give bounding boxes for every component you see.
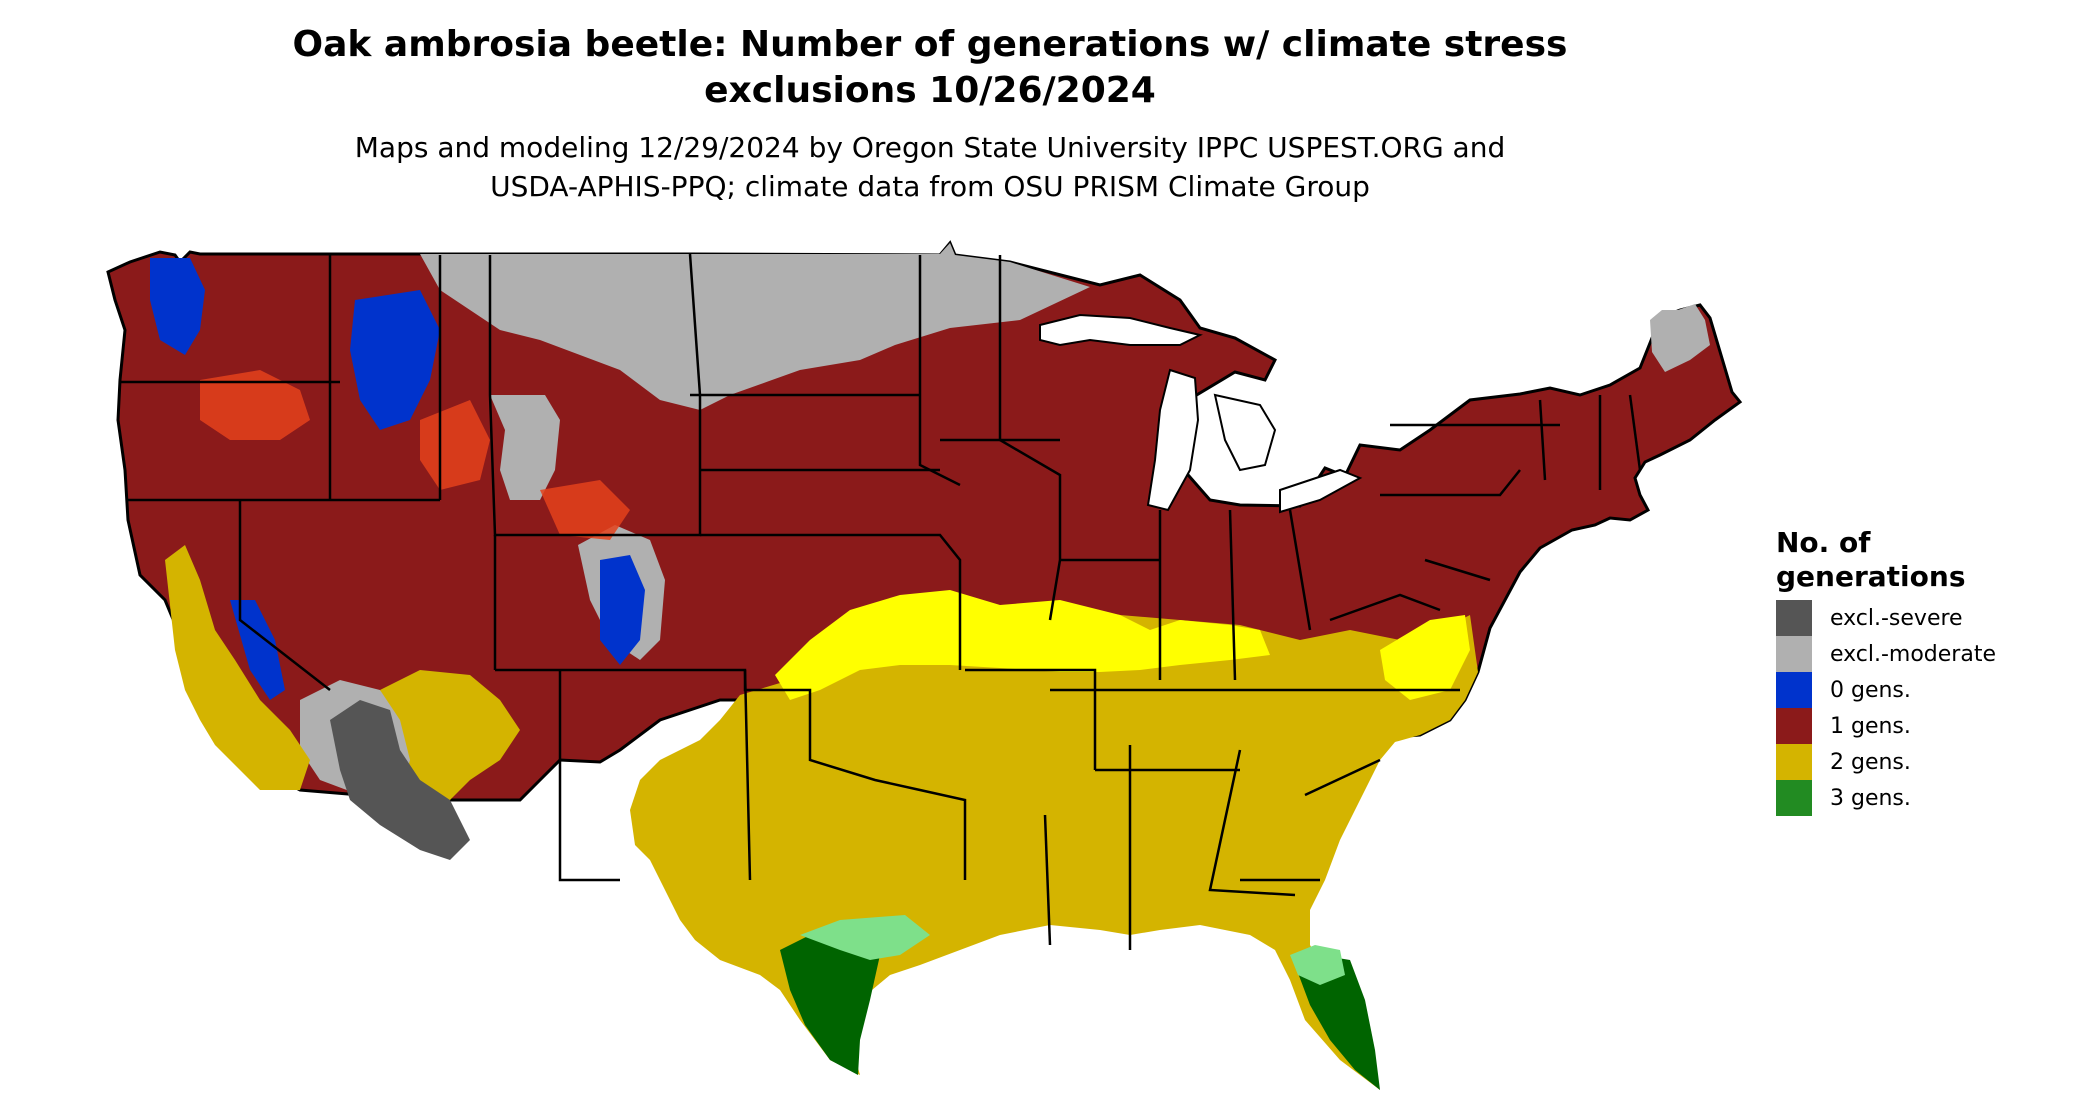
- zone-gens3-florida: [1295, 955, 1380, 1090]
- legend: No. of generations excl.-severe excl.-mo…: [1776, 526, 2076, 816]
- legend-item-excl-moderate: excl.-moderate: [1776, 636, 2076, 672]
- zone-gens0-rockies: [350, 290, 440, 430]
- zone-excl-moderate-wyoming: [490, 395, 560, 500]
- legend-title: No. of generations: [1776, 526, 2076, 594]
- legend-item-3-gens: 3 gens.: [1776, 780, 2076, 816]
- legend-item-0-gens: 0 gens.: [1776, 672, 2076, 708]
- lake-erie: [1279, 468, 1363, 514]
- lake-huron: [1213, 393, 1277, 472]
- legend-swatch: [1776, 672, 1812, 708]
- legend-label: excl.-severe: [1830, 605, 1963, 631]
- title-line-2: exclusions 10/26/2024: [704, 70, 1156, 111]
- subtitle-line-2: USDA-APHIS-PPQ; climate data from OSU PR…: [490, 170, 1370, 203]
- zone-gens2-light-east: [1380, 615, 1470, 700]
- legend-label: excl.-moderate: [1830, 641, 1996, 667]
- legend-label: 1 gens.: [1830, 713, 1911, 739]
- zone-gens1-light-wyoming: [540, 480, 630, 540]
- zone-excl-moderate-north: [420, 243, 1090, 410]
- zone-gens2-light-band: [775, 590, 1270, 700]
- legend-swatch: [1776, 708, 1812, 744]
- map-subtitle: Maps and modeling 12/29/2024 by Oregon S…: [0, 128, 1860, 206]
- zone-excl-moderate-maine: [1650, 304, 1710, 372]
- legend-label: 0 gens.: [1830, 677, 1911, 703]
- zone-gens3-light-florida: [1290, 945, 1345, 985]
- zone-gens0-colorado: [600, 555, 645, 665]
- zone-gens3-light-texas: [800, 915, 930, 960]
- map-title: Oak ambrosia beetle: Number of generatio…: [0, 22, 1860, 114]
- zone-excl-severe-sw: [330, 700, 470, 860]
- legend-swatch: [1776, 744, 1812, 780]
- legend-title-line-1: No. of: [1776, 526, 1871, 559]
- legend-label: 2 gens.: [1830, 749, 1911, 775]
- legend-title-line-2: generations: [1776, 560, 1966, 593]
- legend-label: 3 gens.: [1830, 785, 1911, 811]
- zone-gens1-light-west: [200, 370, 310, 440]
- state-borders: [120, 253, 1642, 950]
- zone-gens1-light-idaho: [420, 400, 490, 490]
- zone-gens0-cascades: [150, 258, 205, 355]
- title-line-1: Oak ambrosia beetle: Number of generatio…: [292, 24, 1568, 65]
- legend-item-1-gens: 1 gens.: [1776, 708, 2076, 744]
- legend-swatch: [1776, 780, 1812, 816]
- zone-gens0-sierra: [230, 600, 285, 700]
- legend-item-excl-severe: excl.-severe: [1776, 600, 2076, 636]
- zone-gens2-california: [165, 545, 310, 790]
- legend-swatch: [1776, 636, 1812, 672]
- subtitle-line-1: Maps and modeling 12/29/2024 by Oregon S…: [354, 131, 1506, 164]
- lake-michigan: [1146, 368, 1200, 512]
- lake-superior: [1039, 313, 1203, 347]
- zone-gens3-texas: [780, 925, 880, 1075]
- legend-swatch: [1776, 600, 1812, 636]
- legend-item-2-gens: 2 gens.: [1776, 744, 2076, 780]
